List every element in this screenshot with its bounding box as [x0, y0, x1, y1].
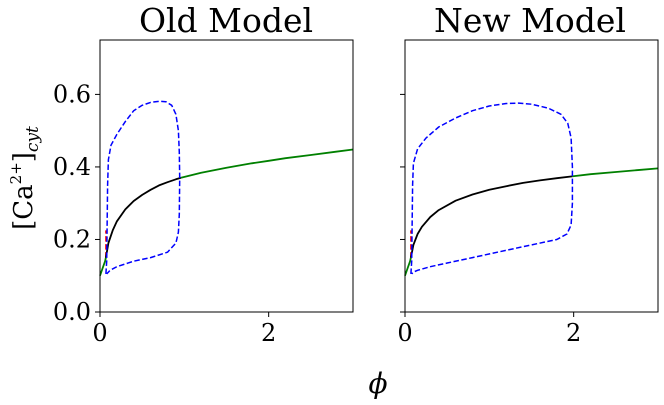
new-model-title: New Model [434, 1, 626, 40]
old-model-y-tick-label: 0.0 [53, 298, 91, 326]
new-model-x-tick-label: 0 [397, 319, 412, 347]
old-model-frame [99, 39, 354, 313]
new-model-plot-area [404, 102, 659, 276]
old-model-title: Old Model [139, 1, 313, 40]
new-model-series-3-green-solid [571, 167, 659, 178]
old-model-panel: Old Model 0 2 0.0 0.2 0.4 0.6 [53, 1, 354, 347]
old-model-x-tick-label: 0 [92, 319, 107, 347]
y-axis-label-superscript: 2+ [7, 162, 25, 184]
old-model-x-tick-label: 2 [261, 319, 276, 347]
old-model-series-3-green-solid [180, 148, 354, 179]
x-axis-label: ϕ [368, 367, 387, 400]
new-model-series-4-blue-dashed [410, 102, 574, 275]
y-axis-label-prefix: [Ca [9, 184, 39, 230]
old-model-series-2-black-solid [105, 176, 182, 258]
old-model-y-tick-label: 0.2 [53, 225, 91, 253]
new-model-x-tick-label: 2 [566, 319, 581, 347]
old-model-series-0-green-solid [99, 257, 107, 276]
new-model-series-0-green-solid [404, 257, 412, 276]
y-axis-label-bracket: ] [9, 152, 39, 162]
old-model-plot-area [99, 100, 354, 276]
y-axis-label-subscript: cyt [23, 126, 43, 152]
old-model-y-tick-label: 0.4 [53, 153, 91, 181]
old-model-series-4-blue-dashed [105, 100, 181, 275]
y-axis-label: [Ca2+]cyt [7, 126, 43, 230]
new-model-series-2-black-solid [410, 175, 573, 258]
new-model-frame [404, 39, 659, 313]
old-model-y-tick-label: 0.6 [53, 80, 91, 108]
old-model-ticks: 0 2 0.0 0.2 0.4 0.6 [53, 80, 276, 347]
